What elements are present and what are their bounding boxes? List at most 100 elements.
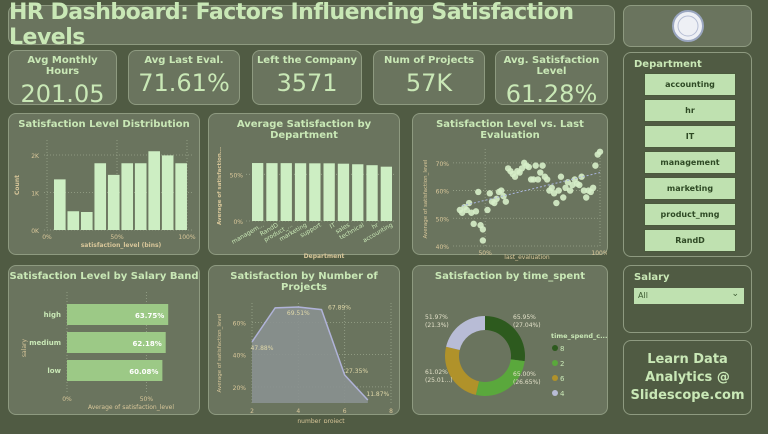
chart-title: Satisfaction by time_spent xyxy=(434,271,586,282)
promo-line: Analytics @ xyxy=(645,369,730,385)
histogram-bar xyxy=(67,211,80,230)
donut-plot: 65.95%(27.04%) 65.00%(26.65%) 61.02%(25.01… xyxy=(425,314,608,398)
scatter-point xyxy=(530,176,537,183)
x-tick-label: 100% xyxy=(591,250,607,257)
promo-line: Learn Data xyxy=(647,351,728,367)
scatter-point xyxy=(578,173,585,180)
histogram-plot: 0K 1K 2K 0% 50% 100% satisfaction_level (bins)… xyxy=(14,140,196,249)
data-label: 69.51% xyxy=(287,310,310,317)
kpi-value: 3571 xyxy=(276,69,338,97)
y-tick-label: 40% xyxy=(436,244,450,251)
department-bar-plot: 0%50%managem...RandDproduct_...marketing… xyxy=(217,147,394,260)
department-item-marketing[interactable]: marketing xyxy=(644,177,736,200)
x-tick-label: 50% xyxy=(110,234,124,241)
department-item-product_mng[interactable]: product_mng xyxy=(644,203,736,226)
scatter-point xyxy=(465,199,473,207)
donut-slice xyxy=(446,316,485,351)
y-tick-label: medium xyxy=(29,339,61,347)
department-bar xyxy=(352,164,364,221)
legend-title: time_spend_c... xyxy=(551,332,607,340)
department-item-accounting[interactable]: accounting xyxy=(644,73,736,96)
data-label: (25.01...) xyxy=(425,377,453,384)
x-axis-label: number_project xyxy=(297,418,345,423)
chart-satisfaction-by-salary: Satisfaction Level by Salary Band 0% 50% 63… xyxy=(8,265,200,415)
department-item-it[interactable]: IT xyxy=(644,125,736,148)
scatter-point xyxy=(486,190,493,197)
scatter-point xyxy=(596,148,604,155)
scatter-point xyxy=(484,206,491,214)
scatter-point xyxy=(500,192,507,200)
y-axis-label: Count xyxy=(14,175,21,195)
scatter-point xyxy=(562,184,569,191)
y-tick-label: low xyxy=(47,367,61,375)
kpi-label: Avg Last Eval. xyxy=(144,55,224,66)
department-item-randd[interactable]: RandD xyxy=(644,229,736,252)
scatter-point xyxy=(550,190,558,197)
data-label: 27.35% xyxy=(345,368,368,375)
scatter-point xyxy=(518,165,526,172)
y-tick-label: 20% xyxy=(233,385,247,392)
x-axis-label: last_evaluation xyxy=(504,254,550,261)
department-item-management[interactable]: management xyxy=(644,151,736,174)
y-tick-label: 60% xyxy=(436,189,450,196)
x-tick-label: 50% xyxy=(140,396,154,403)
data-label: 60.08% xyxy=(129,368,158,376)
department-bar xyxy=(366,165,378,221)
x-tick-label: IT xyxy=(329,222,337,231)
department-bar xyxy=(323,163,335,221)
donut-slice xyxy=(485,316,525,362)
scatter-point xyxy=(532,162,539,169)
legend-marker xyxy=(552,390,558,396)
chart-title: Satisfaction Level by Salary Band xyxy=(9,271,199,282)
department-label: Department xyxy=(634,59,702,70)
department-slicer: Department accounting hr IT management marke… xyxy=(623,52,752,257)
kpi-value: 71.61% xyxy=(138,69,230,97)
salary-bar xyxy=(67,332,166,353)
chart-satisfaction-by-time-spent: Satisfaction by time_spent 65.95% (27.04%)… xyxy=(412,265,608,415)
legend-label: 6 xyxy=(560,375,565,383)
legend-marker xyxy=(552,360,558,366)
y-tick-label: 40% xyxy=(233,353,247,360)
department-bar xyxy=(309,163,321,221)
scatter-point xyxy=(548,184,555,191)
scatter-point xyxy=(592,162,599,169)
salary-dropdown[interactable]: All ⌄ xyxy=(634,288,744,304)
department-bar xyxy=(266,163,278,221)
chart-satisfaction-vs-evaluation: Satisfaction Level vs. Last Evaluation 40… xyxy=(412,113,609,261)
chevron-down-icon: ⌄ xyxy=(731,289,739,299)
salary-bar xyxy=(67,304,169,325)
data-label: 61.02% xyxy=(425,369,448,376)
scatter-point xyxy=(498,187,505,194)
kpi-card-avg-monthly-hours: Avg Monthly Hours 201.05 xyxy=(8,50,117,108)
histogram-bar xyxy=(94,163,107,230)
scatter-point xyxy=(557,173,565,180)
scatter-point xyxy=(539,162,546,169)
salary-label: Salary xyxy=(634,272,670,283)
x-tick-label: 8 xyxy=(389,408,393,415)
kpi-value: 201.05 xyxy=(20,80,105,108)
kpi-label: Avg Monthly Hours xyxy=(27,55,98,77)
data-label: 11.87% xyxy=(366,391,389,398)
data-label: 63.75% xyxy=(135,312,164,320)
scatter-point xyxy=(479,237,487,244)
chart-satisfaction-distribution: Satisfaction Level Distribution 0K 1K 2K 0% 5… xyxy=(8,113,200,255)
y-axis-label: Average of satisfaction_level xyxy=(423,159,429,238)
scatter-point xyxy=(583,194,590,201)
histogram-bar xyxy=(148,151,160,230)
data-label: (27.04%) xyxy=(513,322,541,329)
x-tick-label: 0% xyxy=(62,396,72,403)
department-item-hr[interactable]: hr xyxy=(644,99,736,122)
kpi-value: 57K xyxy=(405,69,453,97)
y-tick-label: 2K xyxy=(31,153,40,160)
x-tick-label: 0% xyxy=(42,234,52,241)
x-axis-label: Average of satisfaction_level xyxy=(88,404,174,411)
scatter-point xyxy=(564,179,572,186)
data-label: (21.3%) xyxy=(425,322,449,329)
scatter-point xyxy=(479,226,487,233)
scatter-plot: 40% 50% 60% 70% 50% 100% last_evaluation Averag… xyxy=(423,148,609,261)
scatter-point xyxy=(470,220,477,228)
scatter-point xyxy=(458,209,466,216)
histogram-bar xyxy=(121,163,134,230)
salary-slicer: Salary All ⌄ xyxy=(623,265,752,333)
scatter-point xyxy=(475,188,482,196)
